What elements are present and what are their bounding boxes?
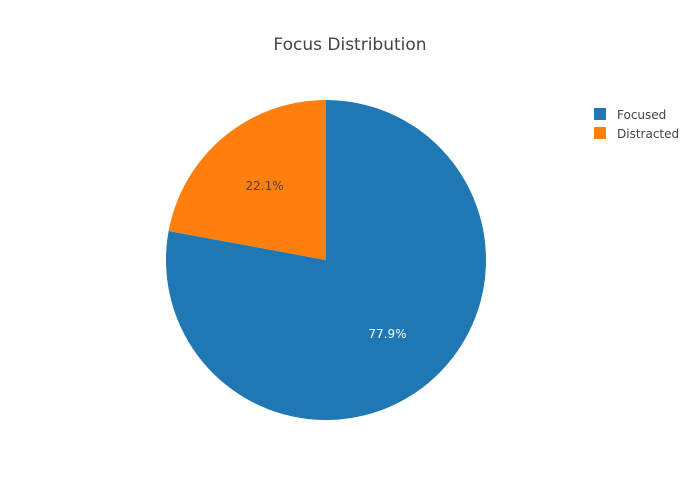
legend-label-distracted[interactable]: Distracted: [617, 127, 679, 141]
chart-title: Focus Distribution: [273, 35, 426, 55]
legend: Focused Distracted: [594, 108, 679, 141]
legend-swatch-distracted[interactable]: [594, 127, 606, 139]
pie-slice-labels: 77.9% 22.1%: [246, 179, 407, 341]
pie-slice-distracted[interactable]: [168, 100, 326, 260]
pie-slices: [166, 100, 486, 421]
legend-label-focused[interactable]: Focused: [617, 108, 666, 122]
legend-swatch-focused[interactable]: [594, 108, 606, 120]
slice-label-distracted: 22.1%: [246, 179, 284, 193]
slice-label-focused: 77.9%: [368, 327, 406, 341]
